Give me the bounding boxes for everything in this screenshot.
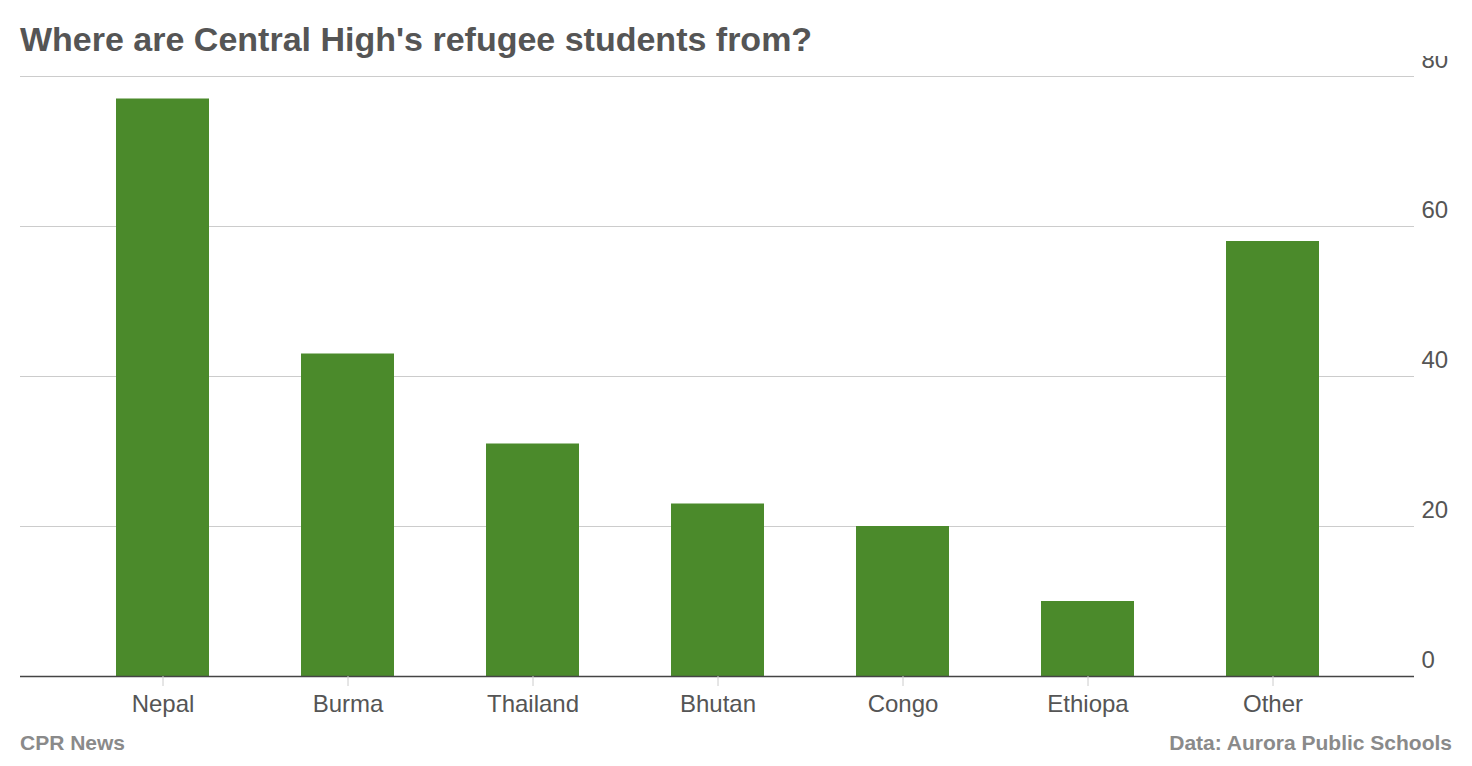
svg-text:60: 60 [1422,196,1449,223]
svg-text:Ethiopa: Ethiopa [1047,690,1129,717]
svg-text:40: 40 [1422,346,1449,373]
html-text:Where are Central High's refug: Where are Central High's refugee student… [20,20,813,58]
html-text:CPR News: CPR News [20,731,125,754]
svg-text:Nepal: Nepal [132,690,195,717]
svg-text:80: 80 [1422,56,1449,73]
svg-text:0: 0 [1422,646,1435,673]
svg-text:Congo: Congo [868,690,939,717]
html-text:Data: Aurora Public Schools: Data: Aurora Public Schools [1169,731,1452,754]
svg-text:Thailand: Thailand [487,690,579,717]
svg-text:20: 20 [1422,496,1449,523]
svg-text:Bhutan: Bhutan [680,690,756,717]
svg-text:Other: Other [1243,690,1303,717]
svg-text:Burma: Burma [313,690,384,717]
